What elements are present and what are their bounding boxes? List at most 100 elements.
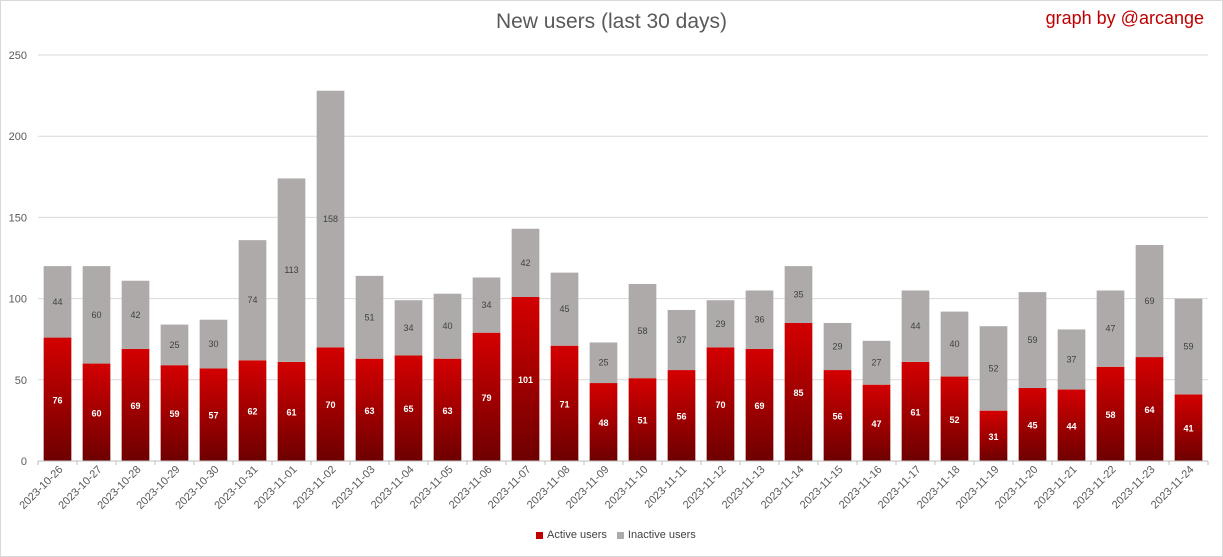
bar-active xyxy=(394,355,423,461)
bar-active xyxy=(1057,389,1086,461)
data-label-active: 51 xyxy=(637,416,647,426)
y-tick-label: 150 xyxy=(9,212,27,224)
bar-inactive xyxy=(940,311,969,377)
bar-active xyxy=(784,322,813,461)
data-label-active: 58 xyxy=(1105,410,1115,420)
bar-inactive xyxy=(394,300,423,356)
data-label-active: 69 xyxy=(754,401,764,411)
bar-active xyxy=(667,370,696,461)
bar-inactive xyxy=(1057,329,1086,390)
bar-active xyxy=(979,410,1008,461)
bar-inactive xyxy=(433,293,462,359)
data-label-inactive: 44 xyxy=(52,297,62,307)
data-label-active: 69 xyxy=(130,401,140,411)
data-label-active: 63 xyxy=(364,406,374,416)
data-label-active: 61 xyxy=(286,407,296,417)
bar-active xyxy=(199,368,228,461)
data-label-inactive: 40 xyxy=(949,339,959,349)
data-label-active: 47 xyxy=(871,419,881,429)
bar-inactive xyxy=(823,322,852,371)
bar-inactive xyxy=(1096,290,1125,367)
bar-active xyxy=(1174,394,1203,461)
bar-active xyxy=(121,348,150,461)
data-label-inactive: 30 xyxy=(208,339,218,349)
bar-active xyxy=(901,361,930,461)
data-label-active: 48 xyxy=(598,418,608,428)
data-label-inactive: 113 xyxy=(284,265,298,275)
data-label-active: 85 xyxy=(793,388,803,398)
data-label-active: 62 xyxy=(247,407,257,417)
data-label-inactive: 34 xyxy=(481,300,491,310)
y-tick-label: 250 xyxy=(9,50,27,62)
bar-active xyxy=(160,365,189,461)
data-label-inactive: 45 xyxy=(559,304,569,314)
bar-active xyxy=(823,370,852,461)
legend-label-inactive: Inactive users xyxy=(627,529,696,541)
bar-active xyxy=(862,384,891,461)
bar-inactive xyxy=(784,266,813,323)
data-label-active: 57 xyxy=(208,411,218,421)
bar-active xyxy=(355,358,384,461)
data-label-active: 60 xyxy=(91,408,101,418)
data-label-inactive: 52 xyxy=(988,363,998,373)
data-label-active: 52 xyxy=(949,415,959,425)
bar-active xyxy=(238,360,267,461)
data-label-active: 59 xyxy=(169,409,179,419)
legend-item-inactive[interactable]: Inactive users xyxy=(616,529,696,541)
bar-inactive xyxy=(706,300,735,348)
data-label-active: 65 xyxy=(403,404,413,414)
bar-active xyxy=(1135,357,1164,461)
data-label-active: 45 xyxy=(1027,420,1037,430)
bar-active xyxy=(1018,387,1047,461)
bar-inactive xyxy=(355,275,384,359)
bar-inactive xyxy=(472,277,501,333)
bar-inactive xyxy=(277,178,306,362)
data-label-active: 63 xyxy=(442,406,452,416)
bar-inactive xyxy=(160,324,189,366)
bar-inactive xyxy=(121,280,150,349)
data-label-active: 56 xyxy=(832,412,842,422)
data-label-inactive: 42 xyxy=(130,310,140,320)
y-tick-label: 100 xyxy=(9,294,27,306)
legend-swatch-inactive xyxy=(616,531,624,539)
legend-swatch-active xyxy=(536,531,543,539)
bar-inactive xyxy=(979,326,1008,411)
data-label-inactive: 59 xyxy=(1183,342,1193,352)
bar-inactive xyxy=(316,90,345,348)
data-label-inactive: 58 xyxy=(637,326,647,336)
bar-active xyxy=(82,363,111,461)
data-label-inactive: 37 xyxy=(1066,355,1076,365)
data-label-active: 64 xyxy=(1144,405,1154,415)
data-label-inactive: 47 xyxy=(1105,324,1115,334)
data-label-active: 101 xyxy=(518,375,533,385)
data-label-active: 31 xyxy=(988,432,998,442)
legend-label-active: Active users xyxy=(547,529,607,541)
data-label-active: 76 xyxy=(52,395,62,405)
bar-inactive xyxy=(43,266,72,338)
data-label-inactive: 34 xyxy=(403,323,413,333)
bar-inactive xyxy=(511,228,540,297)
data-label-active: 70 xyxy=(715,400,725,410)
data-label-inactive: 36 xyxy=(754,315,764,325)
legend-item-active[interactable]: Active users xyxy=(536,529,607,541)
bar-active xyxy=(277,361,306,461)
data-label-inactive: 29 xyxy=(832,342,842,352)
data-label-active: 79 xyxy=(481,393,491,403)
bar-inactive xyxy=(238,240,267,361)
bar-inactive xyxy=(82,266,111,364)
data-label-active: 41 xyxy=(1183,424,1193,434)
bar-inactive xyxy=(745,290,774,349)
data-label-inactive: 29 xyxy=(715,319,725,329)
data-label-inactive: 40 xyxy=(442,321,452,331)
data-label-active: 70 xyxy=(325,400,335,410)
data-label-active: 44 xyxy=(1066,421,1076,431)
bar-inactive xyxy=(667,309,696,371)
bar-active xyxy=(433,358,462,461)
bar-active xyxy=(628,378,657,461)
bar-active xyxy=(43,337,72,461)
data-label-inactive: 35 xyxy=(793,290,803,300)
bar-active xyxy=(472,332,501,461)
data-label-inactive: 59 xyxy=(1027,335,1037,345)
